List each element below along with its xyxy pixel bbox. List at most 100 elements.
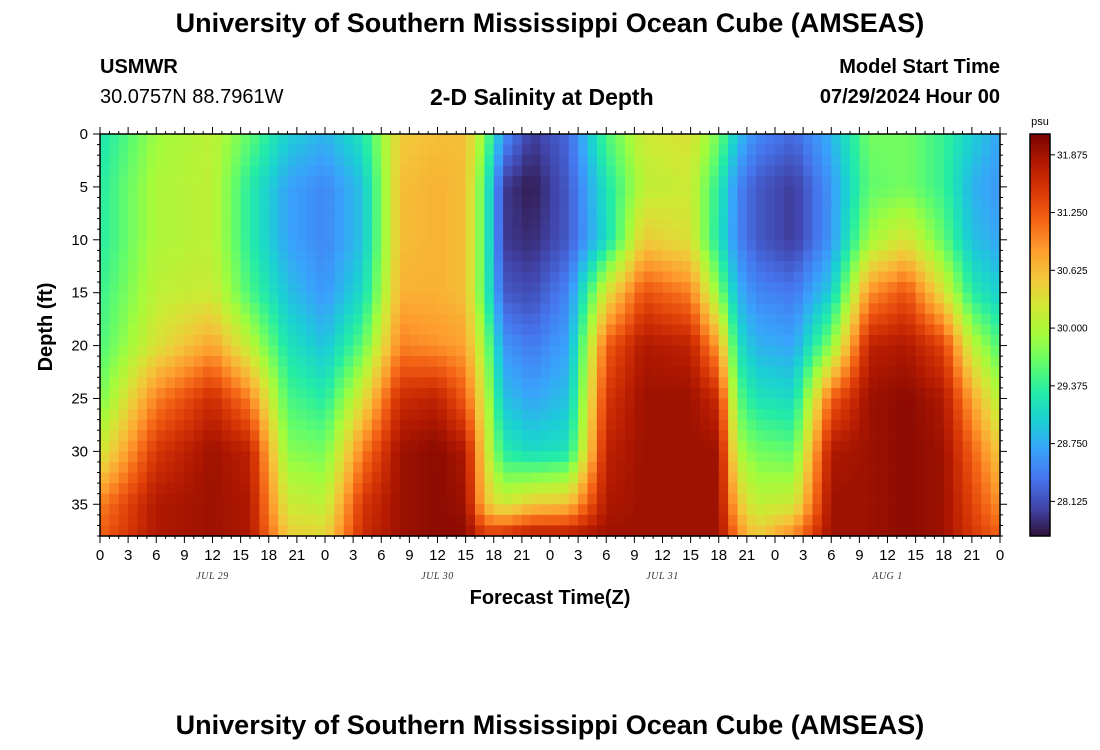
heatmap-cell [390, 155, 401, 167]
heatmap-cell [315, 271, 326, 283]
heatmap-cell [521, 239, 532, 251]
heatmap-cell [690, 218, 701, 230]
heatmap-cell [268, 186, 279, 199]
heatmap-cell [653, 176, 664, 188]
heatmap-cell [231, 197, 242, 209]
heatmap-cell [531, 271, 542, 283]
heatmap-cell [475, 345, 485, 357]
heatmap-cell [718, 229, 729, 241]
heatmap-cell [446, 176, 457, 188]
colorbar-swatch [1030, 308, 1050, 313]
heatmap-cell [446, 271, 457, 283]
heatmap-cell [343, 324, 354, 336]
heatmap-cell [550, 430, 560, 442]
heatmap-cell [662, 229, 673, 241]
heatmap-cell [109, 165, 120, 177]
heatmap-cell [737, 134, 748, 146]
heatmap-cell [428, 419, 439, 431]
heatmap-cell [484, 345, 495, 357]
heatmap-cell [315, 377, 326, 389]
heatmap-cell [981, 377, 992, 389]
heatmap-cell [231, 345, 242, 357]
heatmap-cell [493, 165, 504, 177]
heatmap-cell [971, 324, 982, 336]
heatmap-cell [850, 303, 860, 315]
heatmap-cell [793, 345, 804, 357]
heatmap-cell [231, 387, 242, 400]
heatmap-cell [953, 419, 964, 431]
heatmap-cell [371, 345, 382, 357]
heatmap-cell [868, 282, 879, 294]
heatmap-cell [146, 271, 157, 283]
heatmap-cell [653, 483, 664, 495]
heatmap-cell [934, 165, 945, 177]
heatmap-cell [859, 430, 870, 442]
heatmap-cell [812, 387, 823, 400]
heatmap-cell [887, 324, 898, 336]
heatmap-cell [278, 155, 289, 167]
heatmap-cell [240, 409, 251, 421]
heatmap-cell [259, 229, 270, 241]
colorbar-swatch [1030, 375, 1050, 380]
heatmap-cell [250, 155, 260, 167]
colorbar-swatch [1030, 381, 1050, 386]
heatmap-cell [325, 483, 335, 495]
colorbar-swatch [1030, 418, 1050, 423]
heatmap-cell [100, 451, 110, 463]
heatmap-cell [578, 387, 589, 400]
heatmap-cell [278, 514, 289, 527]
heatmap-cell [362, 387, 373, 400]
heatmap-cell [315, 472, 326, 484]
heatmap-cell [484, 504, 495, 516]
heatmap-cell [746, 324, 757, 336]
heatmap-cell [156, 419, 167, 431]
colorbar-swatch [1030, 512, 1050, 517]
heatmap-cell [165, 493, 176, 505]
heatmap-cell [437, 134, 448, 146]
heatmap-cell [212, 525, 223, 537]
heatmap-cell [718, 514, 729, 527]
heatmap-cell [428, 493, 439, 505]
heatmap-cell [221, 419, 232, 431]
heatmap-cell [793, 176, 804, 188]
heatmap-cell [578, 250, 589, 262]
heatmap-cell [175, 260, 185, 273]
heatmap-cell [728, 282, 739, 294]
heatmap-cell [325, 461, 335, 474]
heatmap-cell [306, 504, 317, 516]
heatmap-cell [953, 461, 964, 474]
heatmap-cell [962, 303, 973, 315]
heatmap-cell [737, 282, 748, 294]
heatmap-cell [259, 472, 270, 484]
heatmap-cell [756, 155, 767, 167]
heatmap-cell [193, 186, 204, 199]
heatmap-cell [521, 398, 532, 410]
colorbar-swatch [1030, 294, 1050, 299]
heatmap-cell [484, 313, 495, 326]
heatmap-cell [512, 271, 523, 283]
heatmap-cell [268, 292, 279, 304]
heatmap-cell [465, 440, 476, 452]
heatmap-cell [850, 504, 860, 516]
heatmap-cell [165, 430, 176, 442]
heatmap-cell [362, 155, 373, 167]
heatmap-cell [971, 409, 982, 421]
heatmap-cell [803, 134, 814, 146]
colorbar-swatch [1030, 412, 1050, 416]
heatmap-cell [400, 514, 410, 527]
heatmap-cell [559, 377, 570, 389]
heatmap-cell [400, 239, 410, 251]
heatmap-cell [118, 176, 129, 188]
heatmap-cell [925, 430, 935, 442]
heatmap-cell [728, 451, 739, 463]
heatmap-cell [315, 260, 326, 273]
heatmap-cell [418, 493, 429, 505]
heatmap-cell [700, 335, 710, 347]
heatmap-cell [709, 239, 720, 251]
heatmap-cell [915, 335, 926, 347]
heatmap-cell [831, 292, 842, 304]
heatmap-cell [334, 324, 345, 336]
heatmap-cell [990, 144, 1001, 156]
heatmap-cell [596, 208, 607, 220]
heatmap-cell [353, 377, 364, 389]
